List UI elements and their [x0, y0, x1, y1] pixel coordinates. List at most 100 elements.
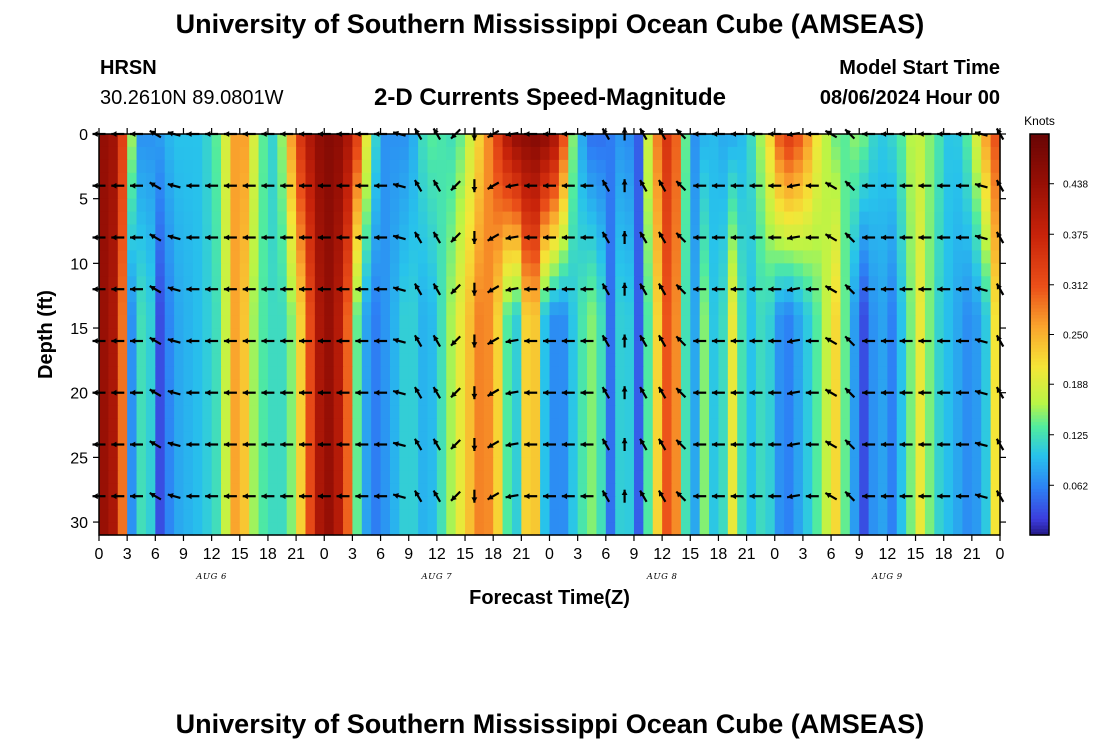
heatmap-cell — [333, 237, 344, 252]
heatmap-cell — [333, 302, 344, 316]
heatmap-cell — [192, 276, 203, 290]
heatmap-cell — [680, 418, 691, 433]
heatmap-cell — [746, 302, 757, 316]
heatmap-cell — [371, 315, 382, 329]
current-vector-arrow — [657, 334, 667, 348]
heatmap-cell — [896, 444, 907, 458]
heatmap-cell — [633, 198, 644, 213]
heatmap-cell — [934, 379, 945, 394]
current-vector-arrow — [223, 338, 237, 344]
heatmap-cell — [840, 250, 851, 264]
heatmap-cell — [793, 405, 804, 420]
heatmap-cell — [145, 392, 156, 407]
main-title: University of Southern Mississippi Ocean… — [175, 9, 925, 39]
heatmap-cell — [127, 353, 138, 368]
heatmap-cell — [474, 444, 485, 458]
heatmap-cell — [596, 159, 607, 174]
colorbar-swatch — [1030, 484, 1049, 489]
current-vector-arrow — [675, 335, 687, 347]
heatmap-cell — [840, 496, 851, 510]
heatmap-cell — [662, 237, 673, 252]
heatmap-cell — [765, 237, 776, 252]
heatmap-cell — [709, 496, 720, 510]
heatmap-cell — [371, 470, 382, 484]
heatmap-cell — [718, 134, 729, 148]
heatmap-cell — [502, 159, 513, 174]
heatmap-cell — [530, 198, 541, 213]
heatmap-cell — [840, 263, 851, 277]
heatmap-cell — [840, 444, 851, 458]
heatmap-cell — [380, 134, 391, 148]
current-vector-arrow — [186, 234, 200, 241]
current-vector-arrow — [862, 389, 876, 396]
heatmap-cell — [924, 522, 935, 536]
heatmap-cell — [821, 444, 832, 458]
heatmap-cell — [727, 457, 738, 471]
heatmap-cell — [314, 237, 325, 252]
heatmap-cell — [371, 522, 382, 536]
current-vector-arrow — [280, 338, 294, 344]
heatmap-cell — [511, 392, 522, 407]
x-tick-label: 0 — [320, 546, 329, 563]
heatmap-cell — [361, 509, 372, 523]
current-vector-arrow — [471, 489, 478, 503]
current-vector-arrow — [580, 493, 594, 500]
heatmap-cell — [511, 340, 522, 355]
heatmap-cell — [671, 328, 682, 342]
heatmap-cell — [108, 353, 119, 368]
heatmap-cell — [511, 328, 522, 342]
heatmap-cell — [117, 172, 128, 187]
heatmap-cell — [99, 392, 109, 407]
heatmap-cell — [371, 328, 382, 342]
heatmap-cell — [840, 366, 851, 381]
heatmap-cell — [755, 211, 766, 226]
heatmap-cell — [596, 353, 607, 368]
heatmap-cell — [755, 405, 766, 420]
colorbar-swatch — [1030, 244, 1049, 249]
heatmap-cell — [277, 224, 288, 239]
current-vector-arrow — [580, 286, 594, 293]
heatmap-cell — [296, 185, 307, 200]
heatmap-cell — [943, 483, 954, 497]
heatmap-cell — [896, 509, 907, 523]
heatmap-cell — [633, 418, 644, 433]
heatmap-cell — [145, 483, 156, 497]
heatmap-cell — [624, 198, 635, 213]
heatmap-cell — [962, 328, 973, 342]
heatmap-cell — [568, 315, 579, 329]
heatmap-cell — [361, 159, 372, 174]
heatmap-cell — [333, 289, 344, 303]
heatmap-cell — [924, 250, 935, 264]
heatmap-cell — [277, 405, 288, 420]
heatmap-cell — [408, 198, 419, 213]
current-vector-arrow — [223, 493, 237, 500]
colorbar-swatch — [1030, 321, 1049, 326]
heatmap-cell — [840, 392, 851, 407]
heatmap-cell — [202, 470, 213, 484]
heatmap-cell — [953, 457, 964, 471]
heatmap-cell — [680, 250, 691, 264]
heatmap-cell — [333, 134, 344, 148]
heatmap-cell — [709, 418, 720, 433]
heatmap-cell — [511, 250, 522, 264]
heatmap-cell — [380, 276, 391, 290]
heatmap-cell — [577, 457, 588, 471]
heatmap-cell — [446, 328, 457, 342]
heatmap-cell — [877, 522, 888, 536]
heatmap-cell — [821, 172, 832, 187]
heatmap-cell — [511, 185, 522, 200]
heatmap-cell — [877, 328, 888, 342]
heatmap-cell — [239, 146, 250, 161]
heatmap-cell — [427, 263, 438, 277]
heatmap-cell — [192, 405, 203, 420]
colorbar-swatch — [1030, 531, 1049, 536]
heatmap-cell — [774, 250, 785, 264]
heatmap-cell — [99, 340, 109, 355]
heatmap-cell — [502, 483, 513, 497]
heatmap-cell — [117, 185, 128, 200]
current-vector-arrow — [336, 389, 350, 396]
heatmap-cell — [239, 250, 250, 264]
heatmap-cell — [192, 418, 203, 433]
heatmap-cell — [474, 172, 485, 187]
